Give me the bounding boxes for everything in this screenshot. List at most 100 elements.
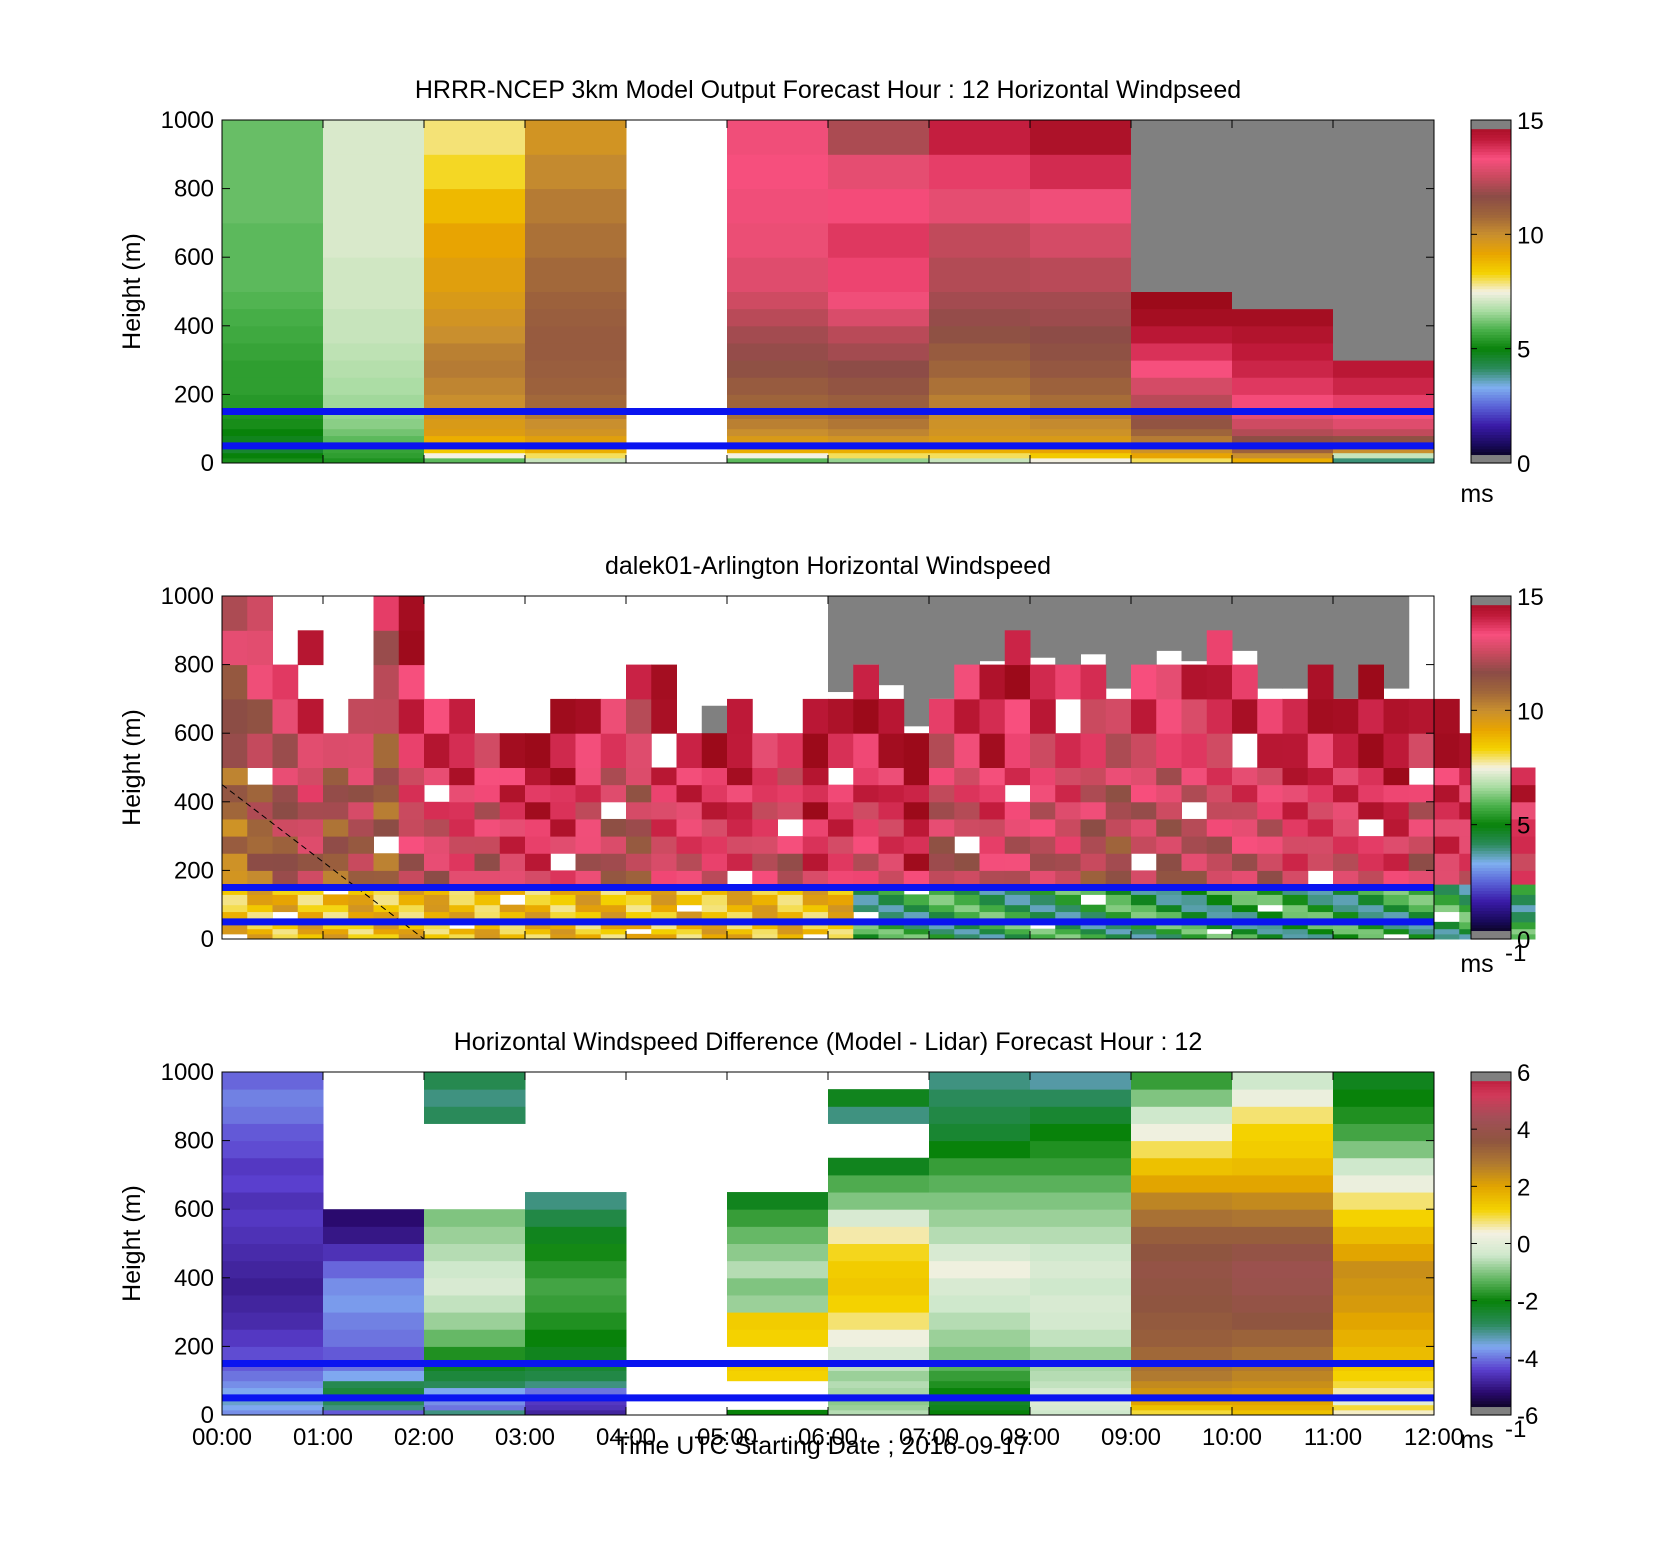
heatmap-cell [929, 1209, 1031, 1227]
colorbar-segment [1471, 1220, 1511, 1225]
heatmap-cell [424, 1209, 526, 1227]
heatmap-cell [1408, 904, 1435, 913]
heatmap-cell [575, 870, 602, 885]
heatmap-cell [1257, 933, 1283, 940]
missing-cell [903, 596, 930, 727]
colorbar-segment [1471, 340, 1511, 344]
heatmap-cell [929, 1387, 1031, 1399]
colorbar-segment [1471, 1389, 1511, 1393]
heatmap-cell [222, 784, 248, 803]
heatmap-cell [1333, 377, 1435, 395]
heatmap-cell [878, 698, 905, 734]
heatmap-cell [802, 801, 829, 820]
heatmap-cell [929, 894, 955, 906]
heatmap-cell [1232, 1277, 1334, 1296]
heatmap-cell [424, 291, 526, 310]
heatmap-cell [398, 733, 425, 768]
colorbar-segment [1471, 157, 1511, 161]
heatmap-cell [575, 921, 602, 930]
heatmap-cell [828, 894, 854, 906]
heatmap-cell [878, 818, 905, 837]
heatmap-cell [600, 911, 627, 923]
heatmap-cell [701, 921, 728, 930]
heatmap-cell [1131, 418, 1233, 430]
heatmap-cell [1408, 836, 1435, 854]
colorbar-segment [1471, 747, 1511, 751]
heatmap-cell [323, 445, 425, 454]
x-tick-label: 10:00 [1202, 1424, 1262, 1451]
heatmap-cell [550, 894, 576, 906]
colorbar-segment [1471, 417, 1511, 421]
heatmap-cell [222, 394, 324, 409]
colorbar-segment [1471, 1074, 1511, 1079]
heatmap-cell [903, 904, 930, 913]
colorbar-segment [1471, 434, 1511, 438]
colorbar-segment [1471, 1192, 1511, 1196]
heatmap-cell [550, 767, 576, 786]
heatmap-cell [1383, 911, 1410, 923]
colorbar-tick-label: 6 [1517, 1060, 1530, 1087]
heatmap-cell [1232, 1397, 1334, 1406]
colorbar-segment [1471, 924, 1511, 929]
heatmap-cell [1030, 257, 1132, 292]
heatmap-cell [600, 818, 627, 837]
heatmap-cell [1004, 767, 1031, 786]
heatmap-cell [424, 1312, 526, 1330]
colorbar-segment [1471, 738, 1511, 743]
heatmap-cell [1080, 818, 1107, 837]
heatmap-cell [575, 894, 602, 906]
colorbar-segment [1471, 1194, 1511, 1199]
colorbar-segment [1471, 627, 1511, 631]
heatmap-cell [1509, 933, 1536, 940]
heatmap-cell [1131, 836, 1157, 854]
heatmap-cell [828, 1404, 930, 1411]
heatmap-cell [550, 818, 576, 837]
colorbar-segment [1471, 245, 1511, 250]
heatmap-cell [1030, 836, 1056, 854]
colorbar-segment [1471, 420, 1511, 424]
heatmap-cell [651, 894, 677, 906]
heatmap-cell [222, 1294, 324, 1313]
heatmap-cell [1004, 853, 1031, 871]
heatmap-cell [828, 418, 930, 430]
heatmap-cell [1307, 767, 1334, 786]
heatmap-cell [398, 818, 425, 837]
colorbar-segment [1471, 351, 1511, 355]
heatmap-cell [802, 921, 829, 930]
heatmap-cell [222, 1409, 324, 1416]
y-tick-label: 600 [174, 244, 214, 271]
heatmap-cell [499, 784, 526, 803]
heatmap-cell [525, 1209, 627, 1227]
missing-cell [1131, 257, 1233, 292]
colorbar-segment [1471, 1286, 1511, 1290]
colorbar-segment [1471, 667, 1511, 671]
heatmap-cell [828, 784, 854, 803]
colorbar-segment [1471, 1134, 1511, 1139]
heatmap-cell [1232, 801, 1258, 820]
heatmap-cell [929, 222, 1031, 258]
heatmap-cell [550, 836, 576, 854]
colorbar-segment [1471, 678, 1511, 683]
heatmap-cell [1030, 904, 1056, 913]
colorbar-segment [1471, 320, 1511, 324]
heatmap-cell [701, 767, 728, 786]
colorbar-segment [1471, 1217, 1511, 1222]
colorbar-segment [1471, 1177, 1511, 1182]
colorbar-segment [1471, 460, 1511, 464]
heatmap-cell [1156, 911, 1182, 923]
heatmap-cell [1232, 428, 1334, 437]
heatmap-cell [727, 801, 753, 820]
heatmap-cell [727, 1243, 829, 1262]
heatmap-cell [424, 928, 450, 935]
heatmap-cell [1131, 1312, 1233, 1330]
heatmap-cell [1232, 933, 1258, 940]
heatmap-cell [297, 630, 324, 666]
heatmap-cell [828, 1226, 930, 1244]
heatmap-cell [550, 733, 576, 768]
heatmap-cell [1055, 784, 1081, 803]
heatmap-cell [297, 818, 324, 837]
heatmap-cell [777, 894, 804, 906]
heatmap-cell [1333, 445, 1435, 454]
heatmap-cell [727, 1192, 829, 1210]
heatmap-cell [525, 767, 551, 786]
